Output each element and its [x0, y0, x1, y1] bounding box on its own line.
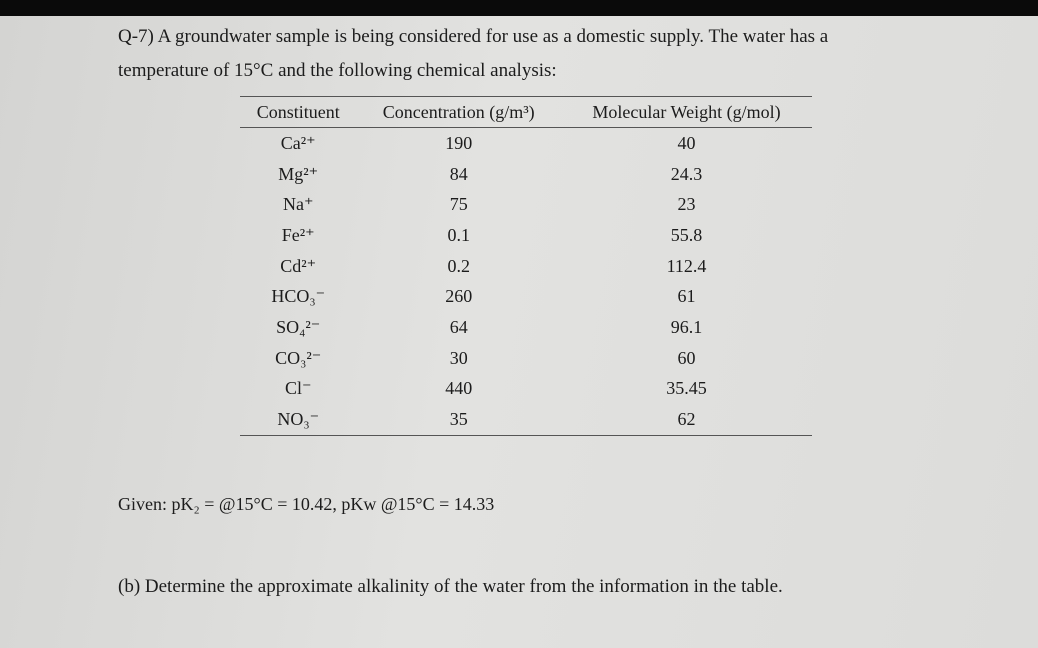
header-row: Constituent Concentration (g/m³) Molecular…	[240, 96, 812, 128]
table-cell: 260	[445, 286, 473, 307]
table-row: Cl⁻ 440 35.45	[240, 374, 812, 405]
top-bar	[0, 0, 1038, 16]
table-cell: 35	[356, 404, 561, 436]
table-cell: NO₃⁻	[240, 404, 357, 436]
table-cell: Cl⁻	[284, 378, 312, 399]
given-text: Given: pK₂ = @15°C = 10.42, pKw @15°C = …	[118, 494, 495, 514]
table-row: CO₃²⁻ 30 60	[240, 343, 812, 374]
table-row: Na⁺ 75 23	[240, 189, 812, 220]
table-cell: 60	[677, 347, 696, 368]
table-cell: 30	[449, 347, 468, 368]
table-cell: 112.4	[666, 255, 707, 276]
header-cell: Molecular Weight (g/mol)	[560, 96, 812, 128]
table-row: Cd²⁺ 0.2 112.4	[240, 251, 812, 282]
table-row: SO₄²⁻ 64 96.1	[240, 312, 812, 343]
question-line: temperature of 15°C and the following ch…	[118, 60, 557, 81]
table-body: Ca²⁺ 190 40 Mg²⁺ 84 24.3 Na⁺ 75 23 Fe²⁺ 0.1 55.8 Cd²…	[240, 128, 812, 436]
table-cell: 61	[677, 286, 696, 307]
data-table: Constituent Concentration (g/m³) Molecular…	[240, 96, 812, 436]
table-cell: CO₃²⁻	[275, 347, 322, 368]
table-cell: 0.1	[447, 224, 470, 245]
table-cell: 190	[445, 132, 473, 153]
table-cell: HCO₃⁻	[271, 286, 326, 307]
header-cell: Concentration (g/m³)	[356, 96, 561, 128]
table-cell: 440	[445, 378, 473, 399]
table-cell: 24.3	[670, 163, 703, 184]
table-row: NO₃⁻ 35 62	[240, 404, 812, 436]
table-cell: 0.2	[447, 255, 470, 276]
table-cell: 75	[449, 194, 468, 215]
table-cell: 64	[449, 316, 468, 337]
table-cell: Cd²⁺	[280, 255, 317, 276]
table-row: Fe²⁺ 0.1 55.8	[240, 220, 812, 251]
table-cell: 23	[677, 194, 696, 215]
table-cell: 84	[449, 163, 468, 184]
table-row: Mg²⁺ 84 24.3	[240, 159, 812, 190]
table-cell: 96.1	[670, 316, 703, 337]
table-cell: 62	[560, 404, 812, 436]
header-cell: Constituent	[240, 96, 357, 128]
table-row: HCO₃⁻ 260 61	[240, 281, 812, 312]
table-cell: Fe²⁺	[281, 224, 315, 245]
table-cell: Ca²⁺	[280, 132, 316, 153]
table-cell: Na⁺	[282, 194, 314, 215]
part-b: (b) Determine the approximate alkalinity…	[118, 576, 783, 597]
table-cell: 40	[677, 132, 696, 153]
table-cell: 35.45	[666, 378, 707, 399]
question-line: Q-7) A groundwater sample is being consi…	[118, 26, 829, 47]
table-cell: Mg²⁺	[278, 163, 319, 184]
table-cell: SO₄²⁻	[276, 316, 321, 337]
table-row: Ca²⁺ 190 40	[240, 128, 812, 159]
table-cell: 55.8	[670, 224, 703, 245]
